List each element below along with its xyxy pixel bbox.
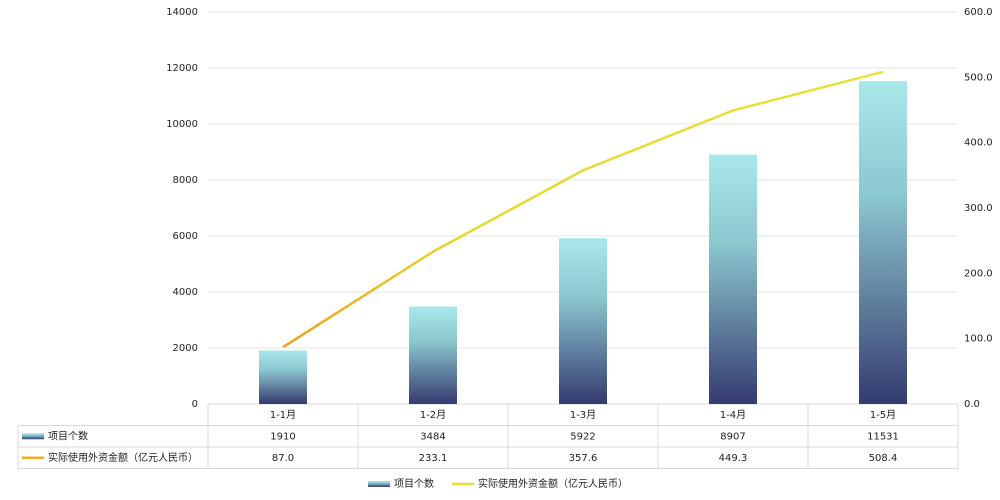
table-cell: 11531 — [867, 431, 899, 442]
y2-tick-label: 200.0 — [964, 268, 993, 279]
y-tick-label: 2000 — [173, 343, 198, 354]
y-tick-label: 4000 — [173, 287, 198, 298]
table-cell: 508.4 — [869, 453, 898, 464]
table-cell: 357.6 — [569, 453, 598, 464]
y-tick-label: 12000 — [166, 63, 198, 74]
legend-label: 项目个数 — [394, 477, 434, 490]
table-cell: 5922 — [570, 431, 595, 442]
y-tick-label: 14000 — [166, 7, 198, 18]
y2-tick-label: 400.0 — [964, 138, 993, 149]
y2-tick-label: 600.0 — [964, 7, 993, 18]
table-cell: 233.1 — [419, 453, 448, 464]
y2-tick-label: 0.0 — [964, 399, 980, 410]
row-header: 项目个数 — [48, 429, 88, 442]
y-tick-label: 0 — [192, 399, 198, 410]
x-tick-label: 1-5月 — [870, 409, 896, 421]
bar — [409, 306, 457, 404]
legend-label: 实际使用外资金额（亿元人民币） — [478, 477, 628, 490]
table-cell: 8907 — [720, 431, 745, 442]
bar — [259, 350, 307, 404]
bar — [709, 154, 757, 404]
bar — [559, 238, 607, 404]
table-cell: 87.0 — [272, 453, 294, 464]
row-header: 实际使用外资金额（亿元人民币） — [48, 451, 198, 464]
y-tick-label: 6000 — [173, 231, 198, 242]
table-cell: 449.3 — [719, 453, 748, 464]
x-tick-label: 1-4月 — [720, 409, 746, 421]
table-cell: 3484 — [420, 431, 445, 442]
x-tick-label: 1-2月 — [420, 409, 446, 421]
bar — [859, 81, 907, 404]
y2-tick-label: 100.0 — [964, 334, 993, 345]
y2-tick-label: 500.0 — [964, 72, 993, 83]
x-tick-label: 1-1月 — [270, 409, 296, 421]
y-tick-label: 8000 — [173, 175, 198, 186]
y-tick-label: 10000 — [166, 119, 198, 130]
table-cell: 1910 — [270, 431, 295, 442]
x-tick-label: 1-3月 — [570, 409, 596, 421]
line — [282, 70, 884, 349]
y2-tick-label: 300.0 — [964, 203, 993, 214]
row-key — [22, 433, 44, 440]
legend-key — [368, 481, 390, 487]
